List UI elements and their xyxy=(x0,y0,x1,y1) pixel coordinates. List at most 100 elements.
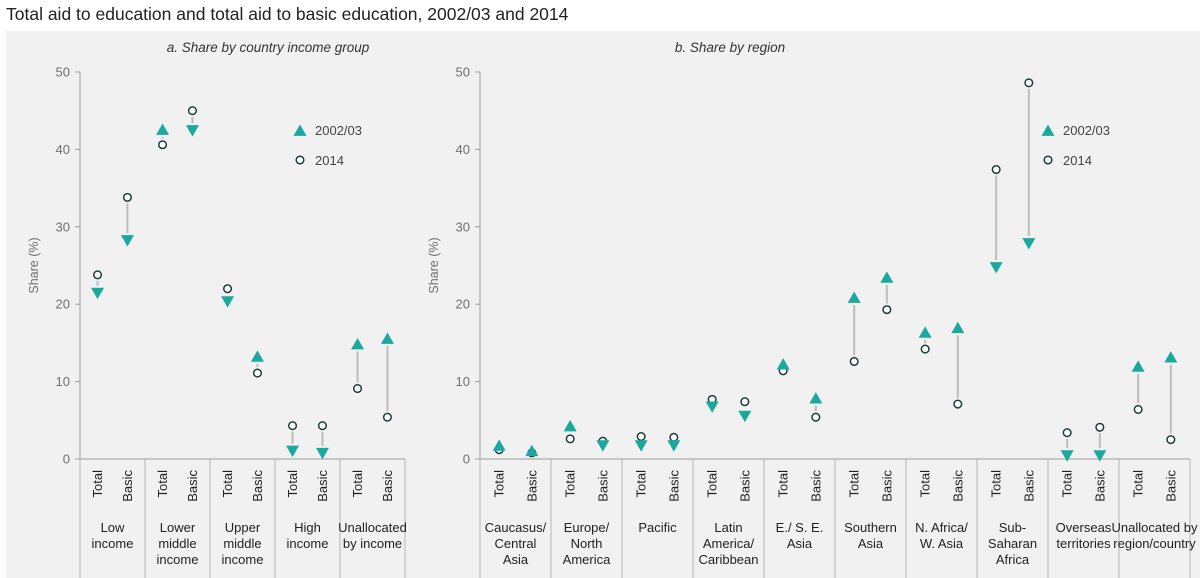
panel-b-legend-label-2014: 2014 xyxy=(1063,153,1092,168)
panel-b-point-2002 xyxy=(880,271,894,283)
panel-a-group-label: income xyxy=(157,552,199,567)
panel-b-category-label: Basic xyxy=(808,470,823,502)
panel-b-point-2014 xyxy=(636,432,646,442)
panel-a-category-label: Basic xyxy=(380,470,395,502)
panel-b-group-label: Overseas xyxy=(1056,520,1112,535)
panel-b-category-label: Basic xyxy=(1021,470,1036,502)
chart-title: Total aid to education and total aid to … xyxy=(6,4,569,24)
panel-b-group-label: W. Asia xyxy=(920,536,964,551)
panel-a-point-2002 xyxy=(185,125,199,137)
panel-a-group-label: by income xyxy=(343,536,402,551)
panel-a-group-label: High xyxy=(294,520,321,535)
panel-a-point-2002 xyxy=(315,447,329,460)
panel-b-point-2002 xyxy=(1093,450,1107,462)
panel-a-legend-circle-2014 xyxy=(295,155,305,165)
panel-a-y-tick-label: 40 xyxy=(56,142,70,157)
panel-b-point-2014 xyxy=(991,164,1001,175)
panel-a-category-label: Total xyxy=(155,470,170,498)
panel-b-category-label: Total xyxy=(847,470,862,498)
panel-b-point-2014 xyxy=(1024,78,1034,88)
panel-b-group-label: region/country xyxy=(1113,536,1196,551)
panel-a-category-label: Total xyxy=(285,470,300,498)
panel-a-point-2014 xyxy=(382,412,393,422)
panel-b-legend-circle-2014 xyxy=(1043,155,1053,165)
panel-a-point-2014 xyxy=(122,192,132,202)
panel-b-point-2002 xyxy=(847,291,861,303)
panel-a-point-2014 xyxy=(353,384,363,394)
panel-a-y-tick-label: 20 xyxy=(56,297,70,312)
panel-b-y-tick-label: 40 xyxy=(456,142,470,157)
panel-b-y-tick-label: 30 xyxy=(456,219,470,234)
panel-a-group-label: Upper xyxy=(225,520,261,535)
panel-b-category-label: Basic xyxy=(666,470,681,502)
panel-a-point-2014 xyxy=(252,368,263,378)
panel-b-y-tick-label: 0 xyxy=(463,452,470,467)
panel-b-category-label: Basic xyxy=(879,470,894,502)
panel-b-point-2002 xyxy=(596,440,610,452)
panel-b-point-2014 xyxy=(565,434,575,444)
panel-b-point-2014 xyxy=(740,397,750,407)
panel-a-legend-label-2002: 2002/03 xyxy=(315,123,362,138)
panel-b-category-label: Total xyxy=(989,470,1004,498)
panel-b-category-label: Total xyxy=(705,470,720,498)
panel-b-group-label: Africa xyxy=(996,552,1030,567)
panel-b-y-axis-label: Share (%) xyxy=(427,237,441,293)
panel-a-y-tick-label: 10 xyxy=(56,374,70,389)
panel-b-group-label: Caribbean xyxy=(699,552,759,567)
panel-b-category-label: Total xyxy=(776,470,791,498)
panel-a-category-label: Basic xyxy=(185,470,200,502)
panel-b-point-2014 xyxy=(920,344,930,354)
panel-a-point-2014 xyxy=(317,421,328,431)
panel-b-category-label: Basic xyxy=(1163,470,1178,502)
panel-a-category-label: Basic xyxy=(120,470,135,502)
panel-a-point-2014 xyxy=(187,106,197,116)
panel-a-category-label: Total xyxy=(350,470,365,498)
panel-b-category-label: Total xyxy=(563,470,578,498)
panel-b-category-label: Total xyxy=(918,470,933,498)
panel-b-category-label: Total xyxy=(1060,470,1075,498)
panel-b-y-tick-label: 10 xyxy=(456,374,470,389)
panel-b-point-2014 xyxy=(1166,435,1176,445)
panel-a-group-label: Unallocated xyxy=(338,520,407,535)
panel-b-category-label: Basic xyxy=(737,470,752,502)
panel-b-group-label: Caucasus/ xyxy=(485,520,547,535)
panel-b-point-2002 xyxy=(1022,238,1036,250)
panel-a-category-label: Total xyxy=(90,470,105,498)
panel-a-point-2002 xyxy=(351,337,365,350)
panel-b-point-2002 xyxy=(776,358,790,370)
panel-a-group-label: income xyxy=(222,552,264,567)
panel-a-y-tick-label: 30 xyxy=(56,219,70,234)
panel-b-group-label: Unallocated by xyxy=(1112,520,1198,535)
panel-b-point-2014 xyxy=(811,412,821,422)
panel-a-category-label: Basic xyxy=(250,470,265,502)
panel-b-legend-label-2002: 2002/03 xyxy=(1063,123,1110,138)
panel-b-group-label: Europe/ xyxy=(564,520,610,535)
panel-a-point-2014 xyxy=(93,270,103,280)
panel-b-point-2002 xyxy=(705,401,719,413)
panel-a-group-label: income xyxy=(287,536,329,551)
panel-b-group-label: Latin xyxy=(714,520,742,535)
panel-b-point-2002 xyxy=(1131,360,1145,372)
panel-a-category-label: Total xyxy=(220,470,235,498)
panel-b-group-label: Saharan xyxy=(988,536,1037,551)
panel-b-point-2002 xyxy=(1060,450,1074,462)
panel-b-category-label: Total xyxy=(634,470,649,498)
panel-b-group-label: Asia xyxy=(858,536,884,551)
panel-b-group-label: E./ S. E. xyxy=(776,520,824,535)
chart-background xyxy=(6,31,1200,578)
panel-b-group-label: North xyxy=(571,536,603,551)
panel-a-y-tick-label: 50 xyxy=(56,65,70,80)
panel-a-subtitle: a. Share by country income group xyxy=(167,40,370,55)
panel-b-subtitle: b. Share by region xyxy=(675,40,785,55)
panel-a-point-2002 xyxy=(380,332,394,344)
panel-b-group-label: America/ xyxy=(703,536,755,551)
panel-b-point-2002 xyxy=(918,326,932,338)
panel-a-legend-triangle-2002 xyxy=(293,124,307,136)
panel-a-point-2014 xyxy=(288,421,298,431)
panel-a-category-label: Basic xyxy=(315,470,330,502)
panel-a-y-tick-label: 0 xyxy=(63,452,70,467)
panel-a-legend-label-2014: 2014 xyxy=(315,153,344,168)
panel-a-group-label: middle xyxy=(158,536,196,551)
panel-b-y-tick-label: 50 xyxy=(456,65,470,80)
